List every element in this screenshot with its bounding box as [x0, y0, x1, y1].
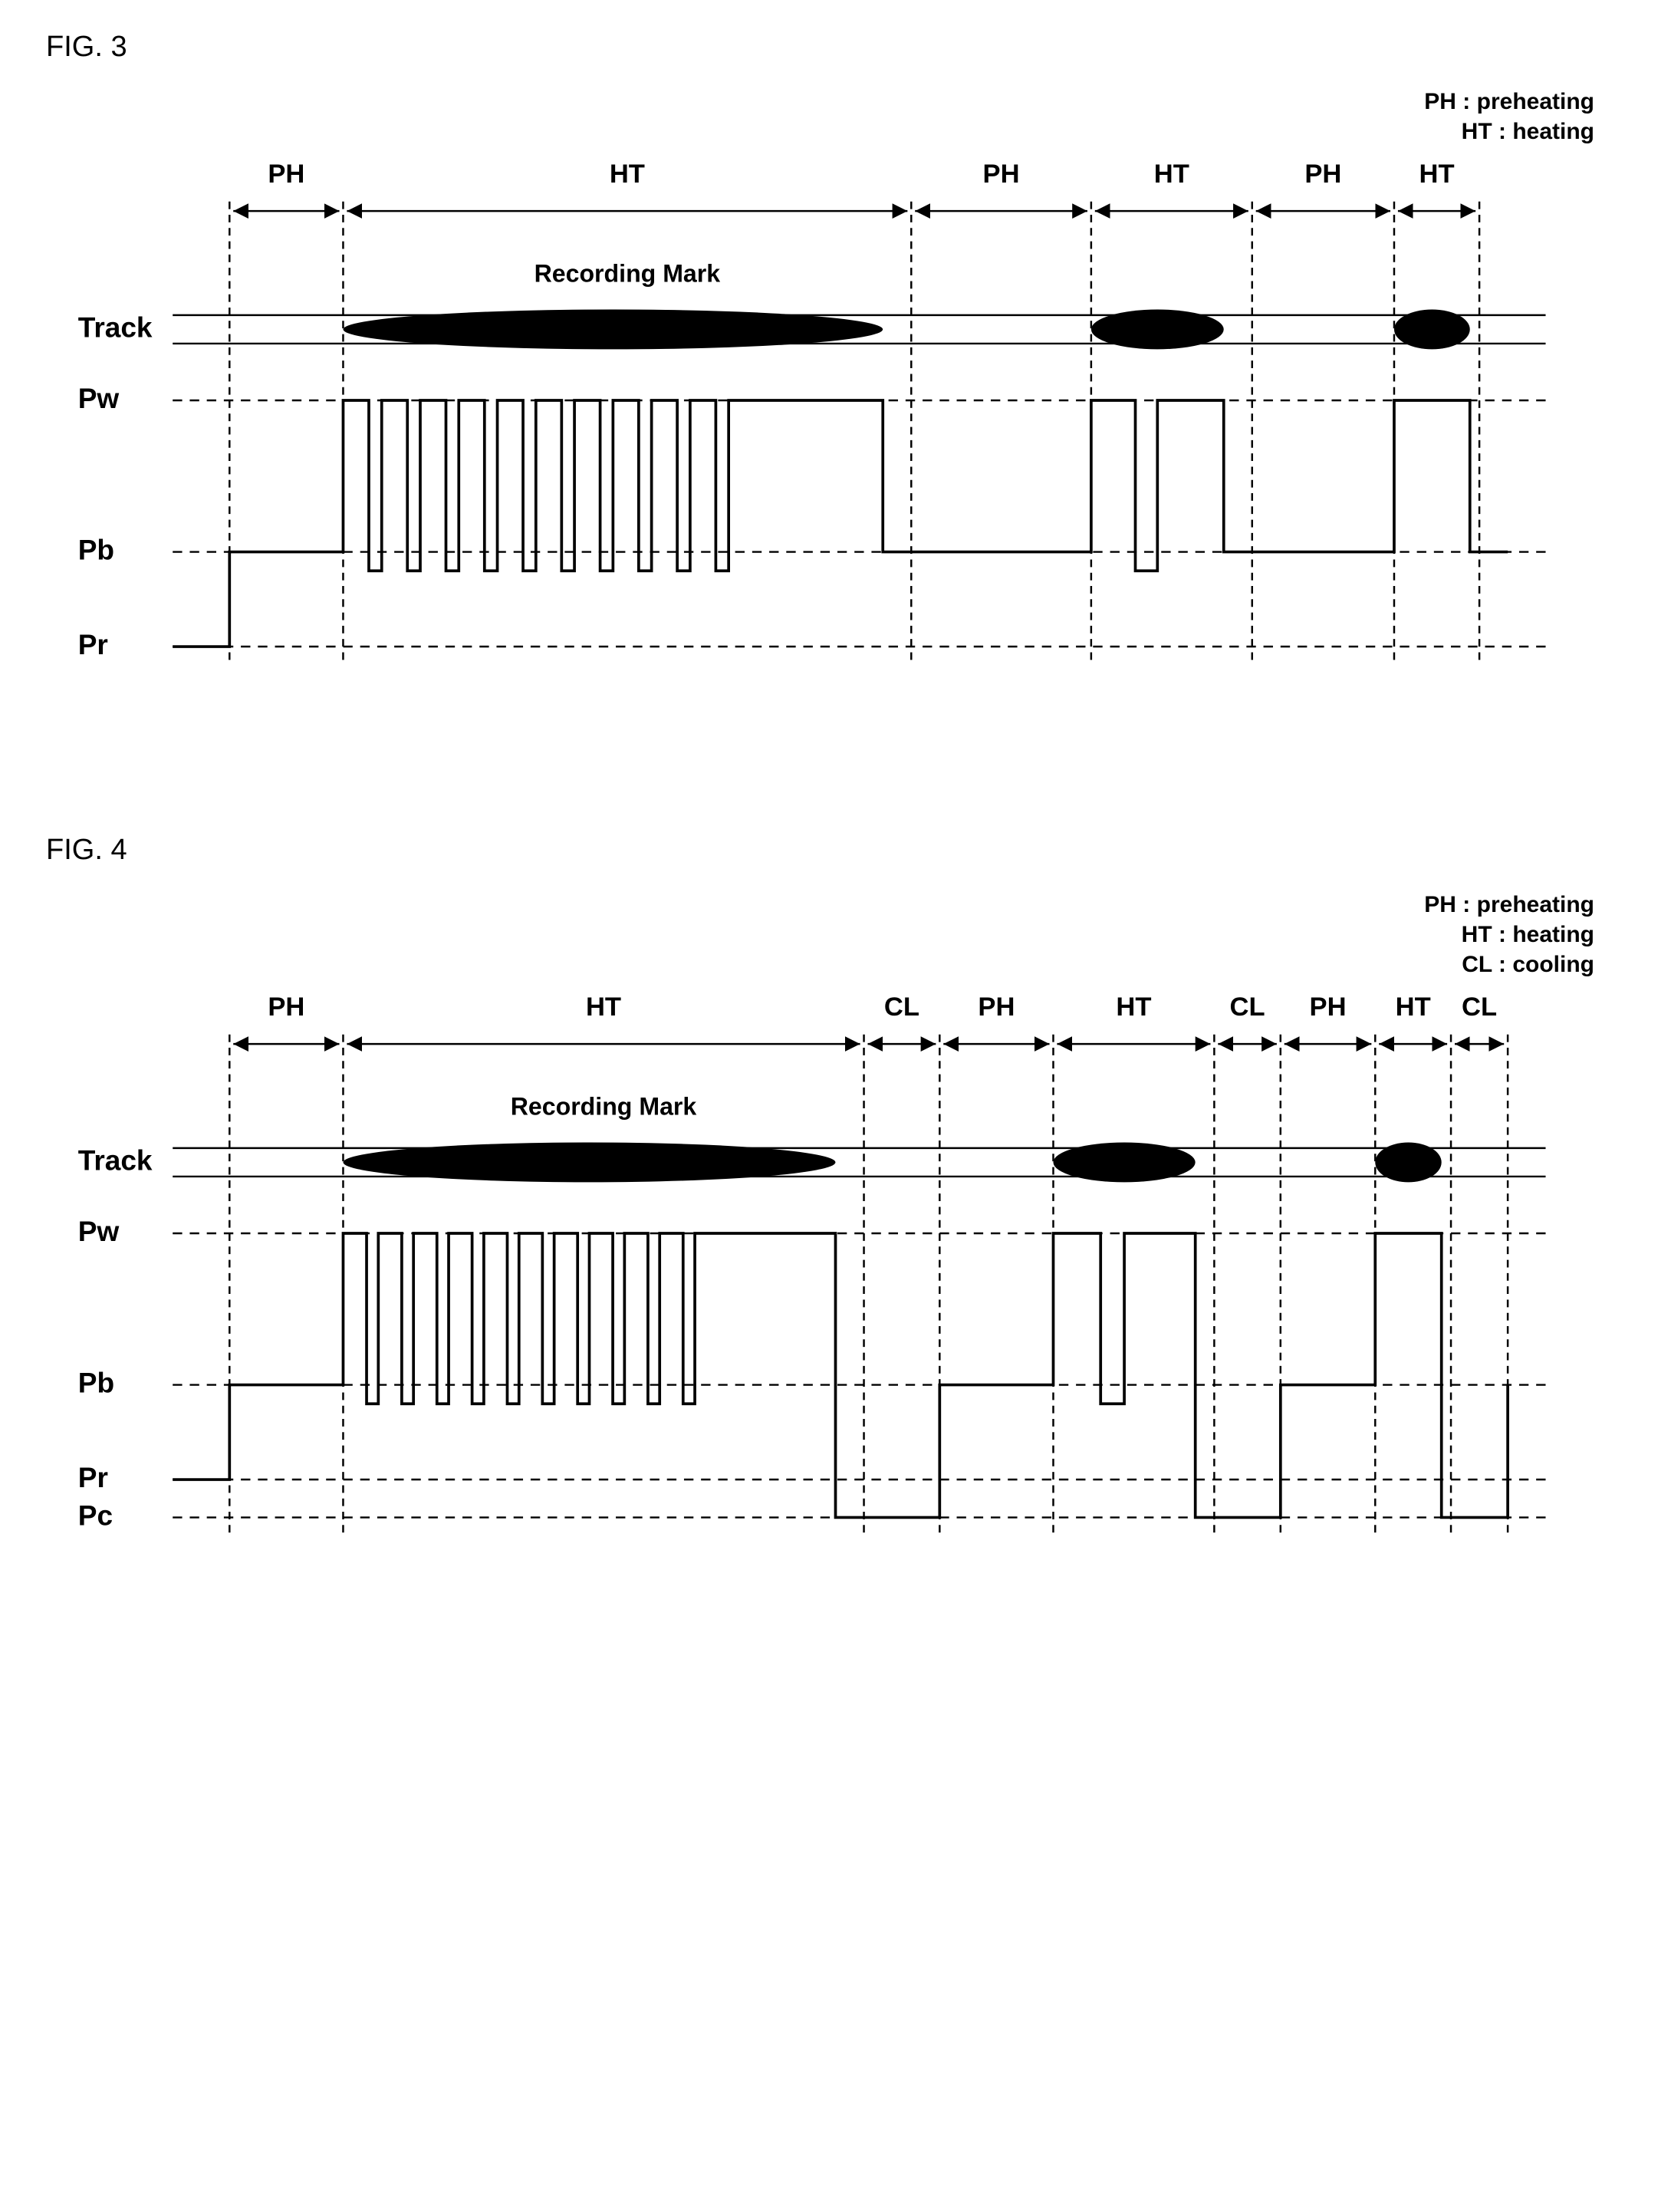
- svg-text:PH: PH: [983, 160, 1020, 189]
- legend-item: HT : heating: [31, 117, 1594, 146]
- figure-4-legend: PH : preheating HT : heating CL : coolin…: [31, 890, 1594, 979]
- svg-text:PH: PH: [268, 992, 304, 1022]
- svg-text:CL: CL: [884, 992, 919, 1022]
- figure-4: FIG. 4 PH : preheating HT : heating CL :…: [31, 834, 1640, 1593]
- svg-text:Pr: Pr: [78, 1460, 108, 1493]
- svg-text:HT: HT: [1396, 992, 1431, 1022]
- svg-text:Pw: Pw: [78, 382, 120, 414]
- svg-text:Pw: Pw: [78, 1214, 120, 1246]
- svg-text:CL: CL: [1230, 992, 1265, 1022]
- figure-3-diagram: PH HT PH HT PH HT Recording Mark Track Pw Pb Pr: [31, 154, 1640, 742]
- legend-item: PH : preheating: [31, 87, 1594, 117]
- legend-item: PH : preheating: [31, 890, 1594, 920]
- figure-4-title: FIG. 4: [46, 834, 1640, 867]
- svg-text:HT: HT: [1419, 160, 1454, 189]
- figure-3-legend: PH : preheating HT : heating: [31, 87, 1594, 146]
- figure-3-title: FIG. 3: [46, 31, 1640, 64]
- svg-text:Pb: Pb: [78, 533, 114, 565]
- legend-item: CL : cooling: [31, 950, 1594, 979]
- svg-text:Pb: Pb: [78, 1366, 114, 1398]
- svg-text:Recording Mark: Recording Mark: [535, 260, 721, 288]
- svg-text:Track: Track: [78, 311, 153, 343]
- svg-text:Track: Track: [78, 1144, 153, 1176]
- svg-text:HT: HT: [1116, 992, 1151, 1022]
- svg-text:PH: PH: [978, 992, 1015, 1022]
- svg-text:HT: HT: [586, 992, 621, 1022]
- svg-text:Recording Mark: Recording Mark: [511, 1092, 697, 1120]
- svg-text:PH: PH: [268, 160, 304, 189]
- svg-text:Pr: Pr: [78, 628, 108, 660]
- svg-text:PH: PH: [1310, 992, 1347, 1022]
- legend-item: HT : heating: [31, 920, 1594, 950]
- svg-text:CL: CL: [1462, 992, 1497, 1022]
- svg-text:HT: HT: [1154, 160, 1189, 189]
- svg-text:PH: PH: [1304, 160, 1341, 189]
- figure-3: FIG. 3 PH : preheating HT : heating PH HT…: [31, 31, 1640, 742]
- svg-text:HT: HT: [610, 160, 645, 189]
- svg-text:Pc: Pc: [78, 1499, 113, 1531]
- figure-4-diagram: PH HT CL PH HT CL PH HT CL Recording Mark Track Pw P…: [31, 987, 1640, 1593]
